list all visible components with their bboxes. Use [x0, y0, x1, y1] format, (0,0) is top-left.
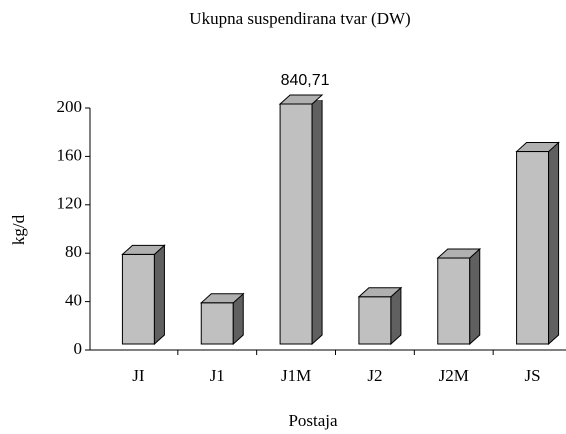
bar-group: [516, 141, 560, 346]
bar: [121, 253, 155, 345]
bar: [516, 151, 550, 345]
y-tick-label: 200: [57, 97, 83, 116]
y-tick-label: 80: [65, 242, 82, 261]
bar: [358, 296, 392, 345]
bar: [200, 302, 234, 345]
bar-group: [121, 244, 165, 346]
bar: [437, 257, 471, 345]
x-tick-label: J2: [367, 366, 382, 385]
bar-group: [437, 247, 481, 346]
y-tick-label: 0: [74, 339, 83, 358]
x-tick-label: JI: [132, 366, 145, 385]
x-axis-label: Postaja: [288, 411, 338, 430]
bar-side: [390, 286, 402, 346]
bar-top: [357, 287, 403, 298]
y-tick-label: 160: [57, 145, 83, 164]
bar-top: [121, 244, 166, 255]
bar-top: [278, 94, 324, 105]
y-tick-label: 120: [57, 194, 83, 213]
chart-title: Ukupna suspendirana tvar (DW): [189, 9, 410, 28]
bar-top: [199, 293, 245, 304]
bar-side: [469, 247, 481, 346]
bar-side: [548, 141, 560, 346]
x-tick-label: J1: [210, 366, 225, 385]
bar-group: [200, 292, 244, 346]
bar: [279, 103, 313, 345]
bar-top: [436, 248, 482, 259]
bar-group: [358, 286, 402, 346]
x-tick-label: J2M: [439, 366, 469, 385]
bar-group: [279, 100, 323, 346]
x-tick-label: JS: [525, 366, 541, 385]
value-label: 840,71: [281, 72, 330, 89]
y-axis-label: kg/d: [9, 214, 28, 245]
bar-side: [311, 100, 323, 346]
y-tick-label: 40: [65, 291, 82, 310]
bar-side: [153, 244, 165, 346]
bar-top: [515, 142, 560, 153]
x-tick-label: J1M: [281, 366, 311, 385]
